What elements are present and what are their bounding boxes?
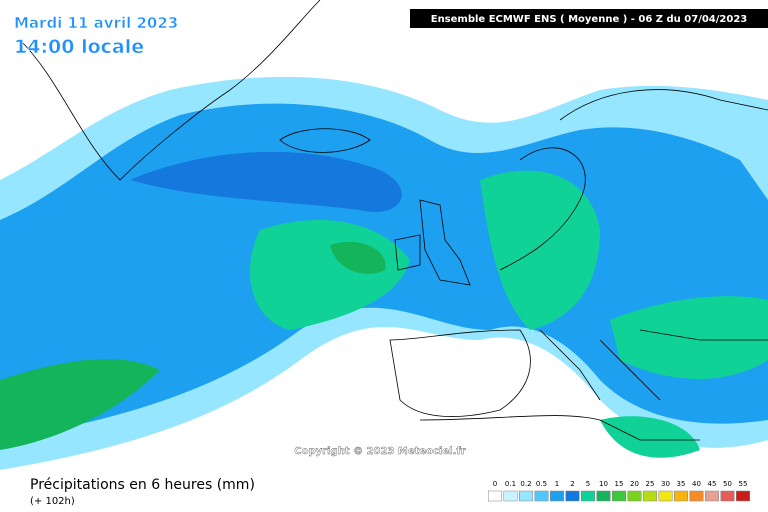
- legend-label: 5: [586, 480, 590, 488]
- precip-green-dark: [330, 241, 386, 274]
- precip-heavy: [130, 151, 402, 212]
- legend-swatch: [596, 490, 611, 502]
- forecast-time: 14:00 locale: [14, 36, 144, 58]
- legend-label: 30: [661, 480, 670, 488]
- legend-label: 35: [677, 480, 686, 488]
- legend-label: 0.5: [536, 480, 547, 488]
- coastlines: [19, 0, 768, 441]
- legend-swatch: [581, 490, 595, 502]
- copyright: Copyright © 2023 Meteociel.fr: [294, 446, 465, 457]
- legend-swatch: [503, 490, 518, 502]
- legend-swatch: [736, 490, 750, 502]
- legend-label: 10: [599, 480, 608, 488]
- legend-swatch: [674, 490, 688, 502]
- legend-label: 2: [570, 480, 574, 488]
- precip-green: [610, 296, 768, 379]
- legend-label: 25: [646, 480, 655, 488]
- legend-swatch: [627, 490, 642, 502]
- legend: 0 0.1 0.2 0.5 1 2 5 10 15 20 25 30 35 40 45 50 55: [488, 480, 750, 502]
- footer-title: Précipitations en 6 heures (mm): [30, 477, 255, 493]
- forecast-date: Mardi 11 avril 2023: [14, 14, 178, 32]
- legend-label: 40: [692, 480, 701, 488]
- legend-label: 20: [630, 480, 639, 488]
- precip-green: [480, 170, 600, 330]
- legend-swatch: [658, 490, 673, 502]
- legend-swatch: [519, 490, 533, 502]
- legend-swatch: [720, 490, 735, 502]
- footer-lead: (+ 102h): [30, 496, 75, 507]
- legend-label: 1: [555, 480, 559, 488]
- legend-swatch: [689, 490, 704, 502]
- precip-green: [600, 416, 700, 458]
- legend-swatch: [612, 490, 626, 502]
- legend-swatch: [705, 490, 719, 502]
- legend-swatch: [565, 490, 580, 502]
- legend-swatch: [550, 490, 564, 502]
- legend-swatch: [643, 490, 657, 502]
- legend-swatch: [534, 490, 549, 502]
- legend-label: 15: [615, 480, 624, 488]
- legend-label: 45: [708, 480, 717, 488]
- legend-label: 0: [493, 480, 497, 488]
- legend-label: 55: [739, 480, 748, 488]
- precip-green-dark: [0, 359, 160, 450]
- model-run: Ensemble ECMWF ENS ( Moyenne ) - 06 Z du…: [431, 14, 748, 25]
- legend-label: 0.1: [505, 480, 516, 488]
- legend-label: 50: [723, 480, 732, 488]
- legend-label: 0.2: [520, 480, 531, 488]
- legend-swatch: [488, 490, 502, 502]
- header-bar: [410, 9, 768, 28]
